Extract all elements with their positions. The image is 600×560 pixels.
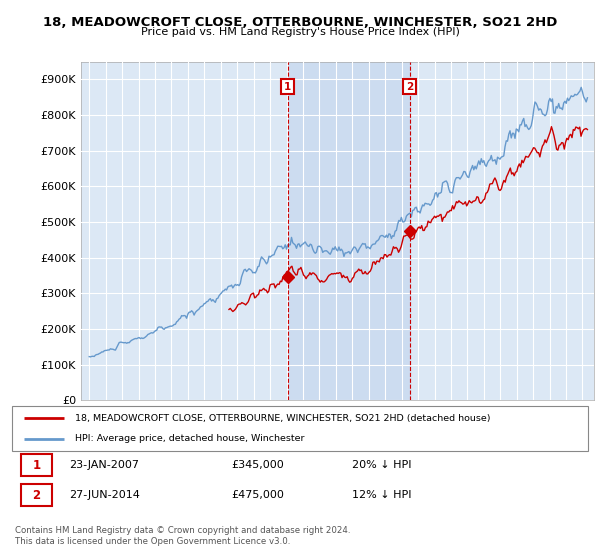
- Bar: [287, 62, 410, 400]
- Text: 2: 2: [406, 82, 413, 92]
- Text: 18, MEADOWCROFT CLOSE, OTTERBOURNE, WINCHESTER, SO21 2HD (detached house): 18, MEADOWCROFT CLOSE, OTTERBOURNE, WINC…: [76, 414, 491, 423]
- Text: Price paid vs. HM Land Registry's House Price Index (HPI): Price paid vs. HM Land Registry's House …: [140, 27, 460, 37]
- Text: 12% ↓ HPI: 12% ↓ HPI: [352, 490, 412, 500]
- Text: HPI: Average price, detached house, Winchester: HPI: Average price, detached house, Winc…: [76, 434, 305, 443]
- Text: 18, MEADOWCROFT CLOSE, OTTERBOURNE, WINCHESTER, SO21 2HD: 18, MEADOWCROFT CLOSE, OTTERBOURNE, WINC…: [43, 16, 557, 29]
- Text: 2: 2: [32, 488, 41, 502]
- Text: 20% ↓ HPI: 20% ↓ HPI: [352, 460, 412, 470]
- Text: £475,000: £475,000: [231, 490, 284, 500]
- FancyBboxPatch shape: [12, 406, 588, 451]
- Text: £345,000: £345,000: [231, 460, 284, 470]
- Text: 27-JUN-2014: 27-JUN-2014: [70, 490, 140, 500]
- FancyBboxPatch shape: [20, 484, 52, 506]
- Text: 1: 1: [32, 459, 41, 472]
- Text: 23-JAN-2007: 23-JAN-2007: [70, 460, 140, 470]
- FancyBboxPatch shape: [20, 454, 52, 477]
- Text: Contains HM Land Registry data © Crown copyright and database right 2024.
This d: Contains HM Land Registry data © Crown c…: [15, 526, 350, 546]
- Text: 1: 1: [284, 82, 292, 92]
